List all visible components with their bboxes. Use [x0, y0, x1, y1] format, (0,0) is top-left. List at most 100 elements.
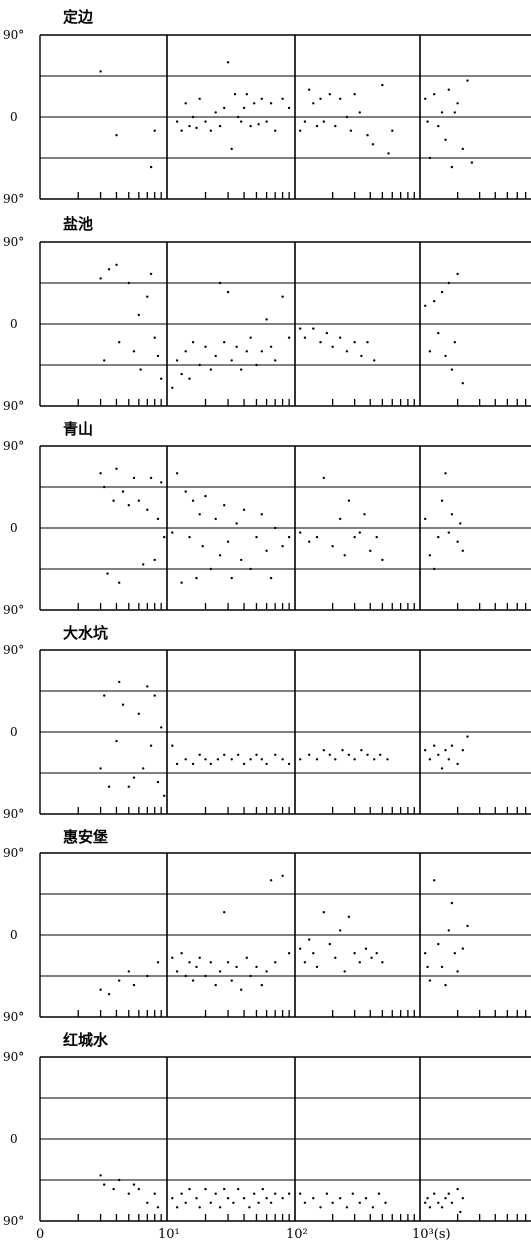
data-point	[428, 554, 432, 557]
data-point	[240, 988, 243, 991]
data-point	[223, 1187, 226, 1191]
y-tick-label: 90°	[3, 807, 24, 821]
data-point	[322, 749, 325, 752]
data-point	[437, 753, 440, 756]
data-point	[115, 263, 118, 266]
data-point	[440, 111, 444, 114]
data-point	[461, 749, 464, 752]
y-tick-label: 0	[10, 725, 18, 739]
data-point	[459, 522, 462, 525]
data-point	[240, 558, 243, 562]
data-point	[265, 970, 268, 973]
data-point	[265, 318, 268, 321]
data-point	[218, 281, 222, 285]
data-point	[209, 567, 212, 571]
data-point	[137, 1187, 140, 1191]
data-point	[312, 1197, 315, 1200]
data-point	[343, 970, 346, 973]
data-point	[450, 368, 454, 371]
data-point	[433, 1192, 436, 1195]
data-point	[240, 120, 243, 123]
data-point	[255, 753, 258, 756]
data-point	[204, 1187, 207, 1191]
data-point	[437, 124, 440, 128]
data-point	[99, 767, 102, 770]
data-point	[353, 93, 356, 96]
data-point	[339, 1197, 342, 1200]
data-point	[384, 1201, 387, 1205]
data-point	[373, 758, 376, 761]
data-point	[453, 341, 456, 344]
data-point	[424, 517, 427, 521]
data-point	[127, 785, 130, 788]
data-point	[358, 111, 361, 114]
data-point	[381, 558, 384, 562]
data-point	[428, 1206, 432, 1209]
y-tick-label: 90°	[3, 235, 24, 249]
data-point	[232, 1201, 235, 1205]
data-point	[299, 531, 302, 534]
data-point	[99, 1174, 102, 1177]
data-point	[353, 341, 356, 344]
data-point	[235, 965, 238, 969]
data-point	[447, 1192, 450, 1195]
data-point	[209, 961, 212, 964]
data-point	[343, 554, 346, 557]
data-point	[440, 767, 444, 770]
data-point	[160, 481, 163, 484]
data-point	[424, 952, 427, 955]
data-point	[137, 712, 140, 715]
data-point	[428, 758, 432, 761]
x-tick-label: 10²	[286, 1227, 308, 1242]
data-point	[339, 97, 342, 101]
data-point	[175, 970, 179, 973]
data-point	[450, 744, 454, 747]
data-point	[106, 572, 109, 575]
data-point	[450, 1201, 454, 1205]
data-point	[156, 354, 160, 358]
data-point	[433, 567, 436, 571]
data-point	[274, 359, 277, 362]
data-point	[353, 952, 356, 955]
data-point	[331, 545, 334, 548]
data-point	[180, 129, 183, 132]
data-point	[312, 102, 315, 105]
y-tick-label: 0	[10, 928, 18, 942]
data-point	[175, 472, 179, 475]
x-tick-label: 10³(s)	[412, 1227, 451, 1242]
data-point	[112, 499, 115, 502]
data-point	[375, 952, 378, 955]
data-point	[223, 911, 226, 914]
data-point	[257, 123, 260, 126]
data-point	[132, 350, 136, 353]
data-point	[171, 956, 174, 959]
data-point	[237, 753, 240, 756]
data-point	[375, 535, 378, 539]
data-point	[248, 1206, 251, 1209]
data-point	[103, 694, 106, 697]
data-point	[153, 1192, 156, 1195]
data-point	[287, 762, 291, 766]
y-tick-label: 90°	[3, 399, 24, 413]
panel-title: 定边	[63, 8, 94, 26]
data-point	[255, 965, 258, 969]
data-point	[107, 268, 111, 271]
data-point	[132, 983, 136, 987]
data-point	[299, 129, 302, 132]
data-point	[281, 295, 284, 298]
data-point	[322, 120, 325, 123]
data-point	[226, 540, 230, 543]
data-point	[191, 979, 195, 982]
data-point	[146, 295, 149, 298]
data-point	[461, 549, 464, 552]
data-point	[188, 1187, 191, 1191]
data-point	[281, 97, 284, 101]
data-point	[191, 499, 195, 502]
data-point	[99, 472, 102, 475]
data-point	[440, 965, 444, 969]
data-point	[195, 1197, 198, 1200]
data-point	[209, 1201, 212, 1205]
data-point	[461, 1197, 464, 1200]
data-point	[218, 124, 222, 128]
data-point	[156, 780, 160, 784]
